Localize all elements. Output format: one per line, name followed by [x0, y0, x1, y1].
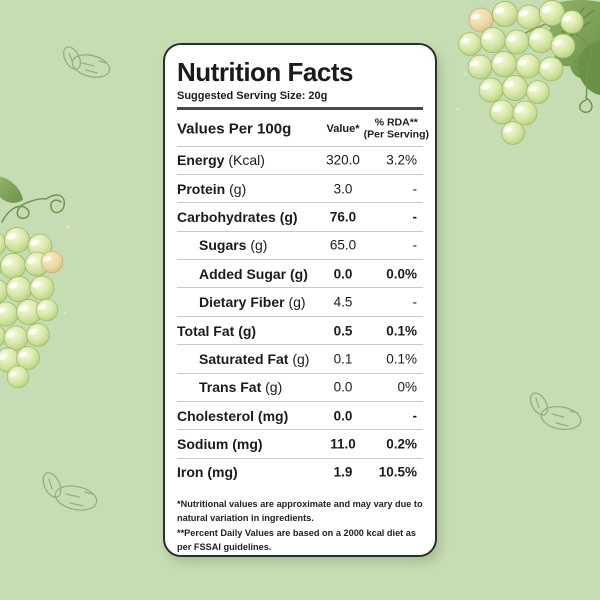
- nutrient-name: Sugars (g): [199, 237, 268, 254]
- sparkle-dots: [63, 72, 467, 315]
- nutrient-name: Protein (g): [177, 180, 247, 197]
- nutrient-value: 0.1: [333, 351, 353, 367]
- nutrient-name: Sodium (mg): [177, 436, 263, 453]
- nutrient-value: 0.0: [333, 408, 353, 424]
- nutrient-name: Saturated Fat (g): [199, 350, 310, 367]
- nutrient-value: 3.0: [333, 181, 353, 197]
- leaf-left: [0, 176, 23, 203]
- table-row: Carbohydrates (g) 76.0 -: [177, 203, 423, 232]
- tendril-left: [1, 194, 66, 223]
- nutrient-rda: 10.5%: [378, 464, 417, 480]
- divider-thick: [177, 107, 423, 110]
- table-row: Added Sugar (g) 0.0 0.0%: [177, 260, 423, 289]
- nutrient-value: 1.9: [333, 464, 353, 480]
- table-row: Cholesterol (mg) 0.0 -: [177, 402, 423, 431]
- table-row: Protein (g) 3.0 -: [177, 175, 423, 204]
- table-row: Sugars (g) 65.0 -: [177, 232, 423, 261]
- nutrient-name: Carbohydrates (g): [177, 208, 298, 225]
- nutrient-table: Energy (Kcal) 320.0 3.2% Protein (g) 3.0…: [177, 147, 423, 487]
- nutrient-rda: 0.2%: [386, 436, 417, 452]
- nutrition-facts-card: Nutrition Facts Suggested Serving Size: …: [163, 43, 437, 557]
- nutrient-rda: -: [412, 209, 418, 225]
- grape-tendril-right: [573, 33, 593, 113]
- table-row: Sodium (mg) 11.0 0.2%: [177, 430, 423, 459]
- nutrient-name: Total Fat (g): [177, 322, 257, 339]
- nutrient-name: Added Sugar (g): [199, 265, 308, 282]
- nutrient-value: 4.5: [333, 294, 353, 310]
- nutrient-value: 76.0: [329, 209, 357, 225]
- raisin-doodle-bottom-left: [42, 472, 98, 511]
- nutrient-rda: -: [412, 408, 418, 424]
- nutrient-value: 320.0: [326, 152, 360, 168]
- footnote-daily-values: **Percent Daily Values are based on a 20…: [177, 527, 417, 552]
- column-header-value: Value*: [326, 122, 360, 135]
- nutrient-rda: -: [412, 294, 418, 310]
- nutrition-facts-title: Nutrition Facts: [177, 57, 353, 87]
- table-row: Energy (Kcal) 320.0 3.2%: [177, 147, 423, 175]
- table-row: Iron (mg) 1.9 10.5%: [177, 459, 423, 486]
- nutrient-value: 0.0: [333, 379, 353, 395]
- nutrient-rda: 0%: [397, 379, 417, 395]
- column-header-rda: % RDA** (Per Serving): [364, 116, 429, 141]
- nutrient-name: Iron (mg): [177, 464, 238, 481]
- nutrient-name: Cholesterol (mg): [177, 407, 289, 424]
- grape-bunch-top-right: [458, 0, 584, 145]
- raisin-doodle-top-left: [62, 46, 111, 78]
- nutrient-value: 11.0: [330, 436, 356, 452]
- column-header-rda-line1: % RDA**: [374, 115, 418, 128]
- raisin-doodle-bottom-right: [529, 392, 582, 431]
- nutrient-value: 0.5: [333, 323, 353, 339]
- column-header-item: Values Per 100g: [177, 120, 292, 137]
- table-header-row: Values Per 100g Value* % RDA** (Per Serv…: [177, 112, 429, 147]
- nutrient-value: 0.0: [333, 266, 353, 282]
- serving-size-text: Suggested Serving Size: 20g: [177, 90, 328, 102]
- nutrient-name: Trans Fat (g): [199, 379, 283, 396]
- table-row: Saturated Fat (g) 0.1 0.1%: [177, 345, 423, 374]
- grape-bunch-left: [0, 226, 64, 389]
- table-row: Trans Fat (g) 0.0 0%: [177, 374, 423, 403]
- table-row: Dietary Fiber (g) 4.5 -: [177, 288, 423, 317]
- nutrient-rda: 0.0%: [386, 266, 417, 282]
- nutrient-rda: 0.1%: [386, 323, 417, 339]
- footnotes: *Nutritional values are approximate and …: [177, 497, 423, 554]
- nutrient-rda: -: [412, 237, 418, 253]
- column-header-rda-line2: (Per Serving): [363, 128, 429, 141]
- nutrient-name: Energy (Kcal): [177, 152, 265, 169]
- nutrient-rda: 3.2%: [386, 152, 417, 168]
- nutrient-name: Dietary Fiber (g): [199, 294, 306, 311]
- table-row: Total Fat (g) 0.5 0.1%: [177, 317, 423, 346]
- nutrient-rda: 0.1%: [386, 351, 417, 367]
- nutrient-rda: -: [412, 181, 418, 197]
- nutrient-value: 65.0: [329, 237, 357, 253]
- footnote-nutritional-values: *Nutritional values are approximate and …: [177, 499, 423, 524]
